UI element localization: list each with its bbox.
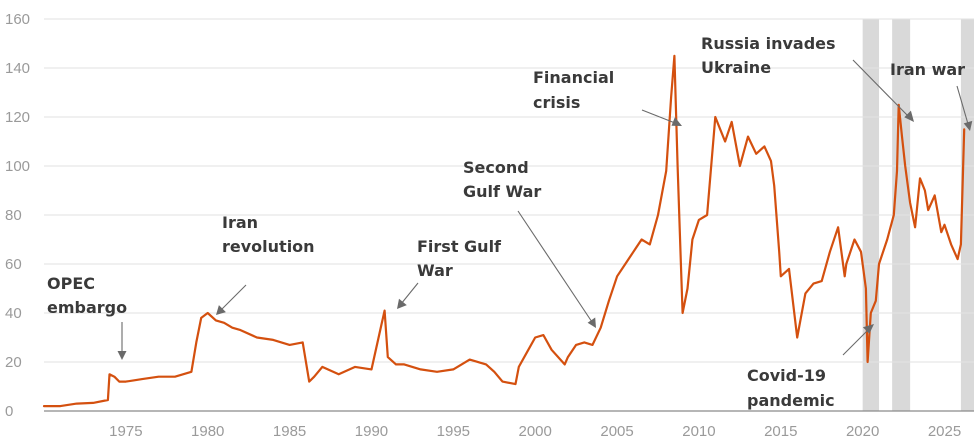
annotation-iran-war: Iran war [890, 60, 973, 131]
y-axis-ticks: 0 20 40 60 80 100 120 140 160 [5, 11, 30, 420]
annotation-arrow [220, 284, 247, 311]
arrowhead-icon [963, 120, 973, 131]
y-tick-label: 140 [5, 60, 30, 77]
series-line-0 [42, 54, 966, 408]
annotation-label: Russia invades [701, 34, 836, 53]
gridlines [44, 18, 974, 412]
y-tick-label: 60 [5, 256, 22, 273]
arrowhead-icon [587, 317, 596, 328]
annotation-label: Ukraine [701, 58, 771, 77]
y-tick-label: 160 [5, 11, 30, 28]
annotation-russia-invades-ukraine: Russia invades Ukraine [701, 34, 914, 122]
annotation-arrow [517, 210, 593, 323]
annotation-arrow [956, 85, 969, 125]
annotation-first-gulf-war: First Gulf War [397, 237, 502, 309]
annotation-arrow [842, 328, 870, 356]
x-tick-label: 1995 [437, 423, 470, 439]
y-tick-label: 20 [5, 354, 22, 371]
annotation-arrow [641, 109, 676, 124]
y-tick-label: 100 [5, 158, 30, 175]
annotation-label: crisis [533, 93, 580, 112]
x-tick-label: 2000 [519, 423, 552, 439]
annotation-label: Financial [533, 68, 614, 87]
annotation-label: First Gulf [417, 237, 502, 256]
x-tick-label: 2015 [764, 423, 797, 439]
x-axis-ticks: 1975 1980 1985 1990 1995 2000 2005 2010 2015 2020… [109, 423, 961, 439]
y-tick-label: 80 [5, 207, 22, 224]
x-tick-label: 1975 [109, 423, 142, 439]
y-tick-label: 40 [5, 305, 22, 322]
annotation-label: Covid-19 [747, 366, 826, 385]
annotation-second-gulf-war: Second Gulf War [463, 158, 596, 328]
y-tick-label: 0 [5, 403, 13, 420]
x-tick-label: 2005 [600, 423, 633, 439]
x-tick-label: 1980 [191, 423, 224, 439]
annotation-label: embargo [47, 298, 127, 317]
x-tick-label: 2020 [846, 423, 879, 439]
annotation-opec-embargo: OPEC embargo [47, 274, 127, 360]
x-tick-label: 1985 [273, 423, 306, 439]
annotation-label: revolution [222, 237, 315, 256]
price-series [42, 54, 966, 408]
annotation-label: Gulf War [463, 182, 541, 201]
annotation-label: pandemic [747, 391, 835, 410]
annotation-arrow [400, 282, 419, 305]
annotation-covid-19-pandemic: Covid-19 pandemic [747, 324, 874, 410]
x-tick-label: 2010 [682, 423, 715, 439]
arrowhead-icon [862, 324, 874, 334]
annotation-arrow [852, 59, 910, 118]
arrowhead-icon [216, 305, 226, 315]
annotation-iran-revolution: Iran revolution [216, 213, 315, 315]
arrowhead-icon [397, 298, 407, 309]
annotation-label: Iran [222, 213, 258, 232]
annotation-financial-crisis: Financial crisis [533, 68, 682, 126]
arrowhead-icon [117, 351, 127, 360]
annotation-label: War [417, 261, 453, 280]
annotation-label: Iran war [890, 60, 965, 79]
arrowhead-icon [904, 110, 914, 122]
y-tick-label: 120 [5, 109, 30, 126]
arrowhead-icon [671, 117, 682, 126]
x-tick-label: 2025 [928, 423, 961, 439]
annotation-label: Second [463, 158, 529, 177]
x-tick-label: 1990 [355, 423, 388, 439]
annotation-label: OPEC [47, 274, 95, 293]
